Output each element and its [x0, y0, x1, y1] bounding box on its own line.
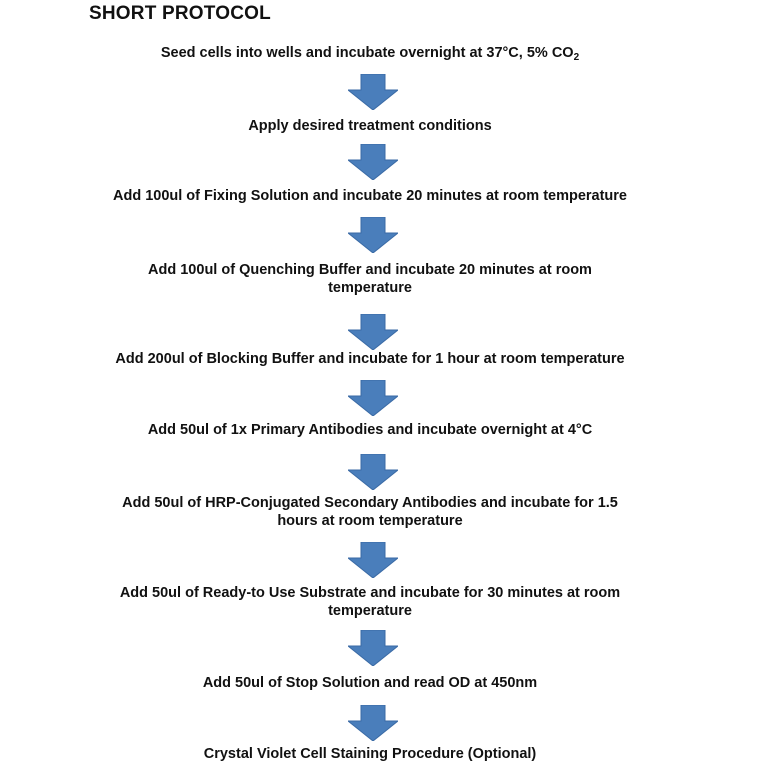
down-arrow-icon [348, 705, 398, 741]
down-arrow-icon [348, 144, 398, 180]
subscript: 2 [573, 52, 580, 63]
down-arrow-icon [348, 74, 398, 110]
down-arrow-icon [348, 542, 398, 578]
down-arrow-icon [348, 380, 398, 416]
step-seed-cells: Seed cells into wells and incubate overn… [90, 44, 650, 63]
down-arrow-icon [348, 630, 398, 666]
step-substrate: Add 50ul of Ready-to Use Substrate and i… [119, 585, 621, 619]
step-primary-antibodies: Add 50ul of 1x Primary Antibodies and in… [147, 422, 593, 438]
step-secondary-antibodies: Add 50ul of HRP-Conjugated Secondary Ant… [122, 495, 618, 529]
step-crystal-violet: Crystal Violet Cell Staining Procedure (… [203, 746, 537, 762]
down-arrow-icon [348, 314, 398, 350]
step-stop-solution: Add 50ul of Stop Solution and read OD at… [202, 675, 538, 691]
down-arrow-icon [348, 217, 398, 253]
protocol-title: SHORT PROTOCOL [89, 3, 271, 24]
step-treatment: Apply desired treatment conditions [248, 118, 492, 134]
step-text: Seed cells into wells and incubate overn… [160, 45, 574, 61]
down-arrow-icon [348, 454, 398, 490]
step-blocking: Add 200ul of Blocking Buffer and incubat… [115, 351, 625, 367]
step-fixing: Add 100ul of Fixing Solution and incubat… [112, 188, 627, 204]
step-quenching: Add 100ul of Quenching Buffer and incuba… [148, 262, 592, 296]
